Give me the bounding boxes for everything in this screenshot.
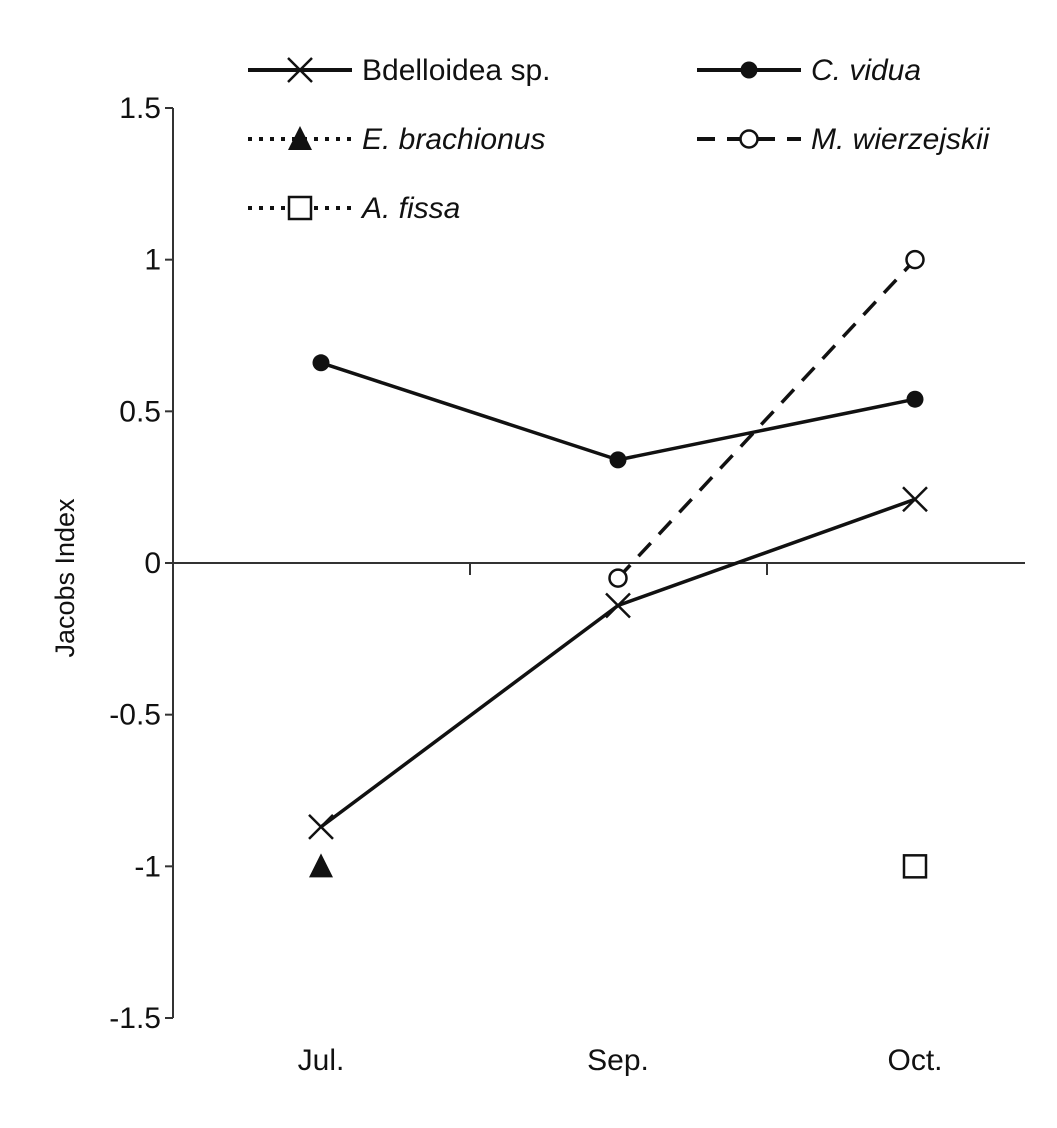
legend-marker (740, 61, 758, 79)
data-point-c-vidua (312, 354, 330, 372)
data-point-e-brachionus (309, 853, 333, 878)
y-tick-label: 1.5 (119, 92, 161, 125)
data-point-m-wierzejskii (905, 249, 925, 270)
data-point-c-vidua (906, 390, 924, 408)
legend-item-a-fissa: A. fissa (248, 192, 460, 225)
data-point-m-wierzejskii (608, 568, 628, 588)
legend-label: E. brachionus (362, 123, 545, 156)
y-tick-label: -0.5 (109, 699, 161, 732)
legend-item-e-brachionus: E. brachionus (248, 123, 545, 156)
y-tick-label: 0.5 (119, 395, 161, 428)
legend-marker (287, 57, 313, 83)
legend-label: Bdelloidea sp. (362, 54, 550, 87)
legend-item-m-wierzejskii: M. wierzejskii (697, 123, 991, 156)
y-tick-label: -1 (134, 850, 161, 883)
series-c-vidua (312, 354, 924, 469)
y-tick-label: 0 (144, 547, 161, 580)
legend-label: M. wierzejskii (811, 123, 991, 156)
y-axis-title: Jacobs Index (50, 498, 80, 658)
y-tick-label: -1.5 (109, 1002, 161, 1035)
series-line-bdelloidea-sp (617, 497, 916, 608)
y-tick-label: 1 (144, 244, 161, 277)
series-line-c-vidua (617, 397, 916, 462)
data-point-a-fissa (902, 854, 928, 879)
legend-marker (288, 126, 312, 150)
data-point-c-vidua (609, 451, 627, 469)
x-tick-label: Oct. (887, 1044, 942, 1077)
series-m-wierzejskii (608, 249, 925, 588)
axes: 1.5 1 0.5 0 -0.5 -1 -1.5 Jul. Sep. Oct. (109, 92, 1025, 1077)
series-a-fissa (902, 854, 928, 879)
legend-label: A. fissa (360, 192, 460, 225)
data-point-bdelloidea-sp (308, 814, 334, 840)
series-line-m-wierzejskii (616, 258, 917, 580)
data-point-bdelloidea-sp (605, 592, 631, 619)
series-layer (308, 249, 928, 879)
legend: Bdelloidea sp. C. vidua E. brachionus M. wi… (248, 54, 991, 225)
legend-marker (287, 195, 313, 221)
legend-marker (739, 129, 759, 149)
data-point-bdelloidea-sp (902, 486, 928, 513)
series-e-brachionus (309, 853, 333, 878)
series-line-bdelloidea-sp (319, 604, 620, 829)
series-line-c-vidua (320, 361, 619, 462)
legend-label: C. vidua (811, 54, 921, 87)
x-tick-label: Sep. (587, 1044, 649, 1077)
legend-item-c-vidua: C. vidua (697, 54, 921, 87)
series-bdelloidea-sp (308, 486, 928, 840)
legend-item-bdelloidea-sp: Bdelloidea sp. (248, 54, 550, 87)
x-tick-label: Jul. (298, 1044, 345, 1077)
